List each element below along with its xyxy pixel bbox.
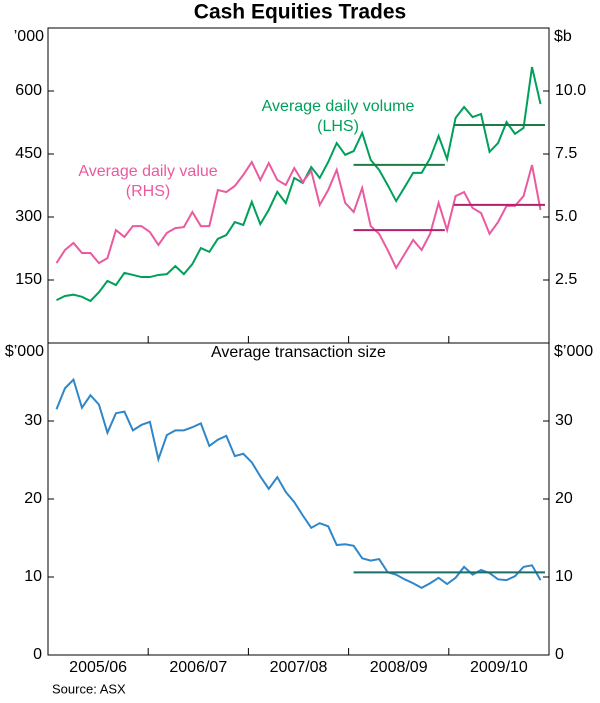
series-line	[55, 160, 542, 270]
series-axis-note: (RHS)	[126, 183, 170, 200]
y2-tick-label: 7.5	[555, 145, 577, 162]
panel-title: Average transaction size	[211, 344, 386, 361]
y-tick-label: 450	[15, 145, 42, 162]
series-label: Average daily volume	[262, 98, 415, 115]
y2-tick-label: 5.0	[555, 208, 577, 225]
y-tick-label: 600	[15, 82, 42, 99]
plot-frame	[47, 27, 550, 656]
y-tick-label: 10	[24, 568, 42, 585]
y-tick-label: 300	[15, 208, 42, 225]
x-tick-label: 2006/07	[169, 659, 227, 676]
y2-tick-label: 0	[555, 646, 564, 663]
y-tick-label: 30	[24, 412, 42, 429]
x-tick-label: 2008/09	[370, 659, 428, 676]
y2-tick-label: 20	[555, 490, 573, 507]
series-line	[55, 377, 542, 590]
y2-tick-label: 30	[555, 412, 573, 429]
y-axis-unit: $’000	[5, 343, 44, 360]
chart-title: Cash Equities Trades	[194, 1, 406, 24]
x-tick-label: 2009/10	[470, 659, 528, 676]
y-tick-label: 20	[24, 490, 42, 507]
source: Source: ASX	[52, 681, 126, 696]
series-axis-note: (LHS)	[317, 118, 359, 135]
series-label: Average daily value	[78, 163, 217, 180]
y-axis-unit: ’000	[14, 28, 44, 45]
y2-tick-label: 10.0	[555, 82, 586, 99]
y2-axis-unit: $’000	[554, 343, 593, 360]
y2-tick-label: 10	[555, 568, 573, 585]
series-line	[56, 66, 542, 303]
x-tick-label: 2005/06	[69, 659, 127, 676]
y2-tick-label: 2.5	[555, 271, 577, 288]
y2-axis-unit: $b	[554, 28, 572, 45]
y-tick-label: 0	[33, 646, 42, 663]
x-tick-label: 2007/08	[270, 659, 328, 676]
y-tick-label: 150	[15, 271, 42, 288]
